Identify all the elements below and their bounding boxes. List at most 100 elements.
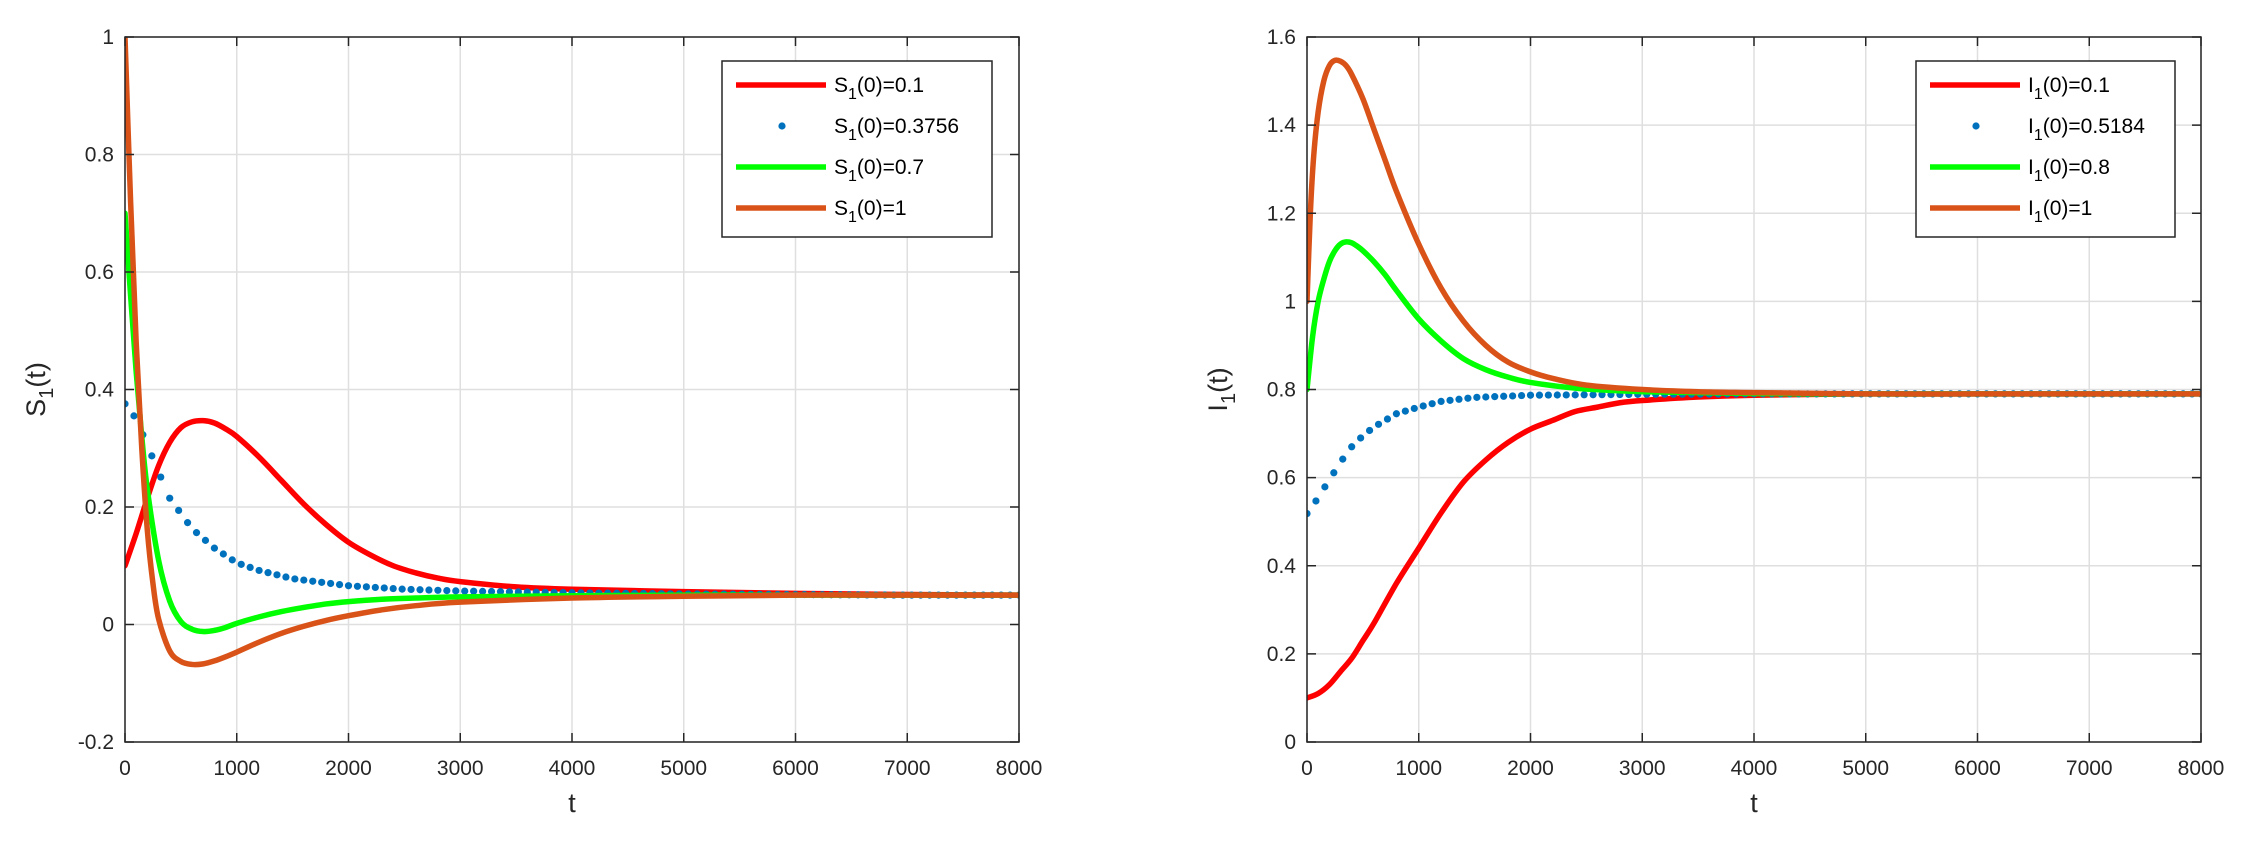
data-point	[1482, 393, 1489, 400]
data-point	[1554, 391, 1561, 398]
y-tick-label: 1.2	[1267, 202, 1296, 225]
data-point	[1464, 395, 1471, 402]
data-point	[327, 580, 334, 587]
data-point	[318, 579, 325, 586]
y-tick-label: 0.2	[85, 496, 114, 519]
data-point	[1500, 393, 1507, 400]
y-tick-label: 1.6	[1267, 26, 1296, 49]
data-point	[184, 519, 191, 526]
x-tick-label: 4000	[1731, 757, 1778, 780]
y-tick-label: 0.8	[1267, 379, 1296, 402]
data-point	[1455, 396, 1462, 403]
x-tick-label: 7000	[2066, 757, 2113, 780]
y-axis-label-sub: 1	[1218, 393, 1240, 404]
data-point	[1581, 391, 1588, 398]
data-point	[1545, 391, 1552, 398]
data-point	[434, 587, 441, 594]
y-tick-label: 0.4	[85, 379, 115, 402]
data-point	[220, 550, 227, 557]
data-point	[1357, 434, 1364, 441]
y-tick-label: 0.6	[1267, 467, 1296, 490]
data-point	[193, 529, 200, 536]
y-axis-label-base: I	[1203, 404, 1233, 412]
y-tick-label: 0.6	[85, 261, 114, 284]
data-point	[300, 576, 307, 583]
x-tick-label: 1000	[1395, 757, 1442, 780]
x-tick-label: 0	[1301, 757, 1313, 780]
data-point	[273, 571, 280, 578]
data-point	[229, 556, 236, 563]
data-point	[452, 587, 459, 594]
data-point	[264, 569, 271, 576]
x-tick-label: 6000	[772, 757, 819, 780]
legend-marker-dot	[778, 122, 785, 129]
x-tick-label: 2000	[325, 757, 372, 780]
data-point	[1402, 407, 1409, 414]
data-point	[175, 507, 182, 514]
data-point	[1366, 427, 1373, 434]
data-point	[1509, 392, 1516, 399]
data-point	[461, 587, 468, 594]
y-axis-label-suffix: (t)	[1203, 367, 1233, 392]
x-tick-label: 3000	[437, 757, 484, 780]
data-point	[211, 545, 218, 552]
x-tick-label: 4000	[549, 757, 596, 780]
data-point	[354, 583, 361, 590]
data-point	[470, 588, 477, 595]
data-point	[443, 587, 450, 594]
data-point	[247, 564, 254, 571]
data-point	[372, 584, 379, 591]
x-tick-label: 8000	[2178, 757, 2225, 780]
data-point	[1446, 397, 1453, 404]
y-tick-label: -0.2	[78, 731, 114, 754]
y-axis-label-base: S	[21, 399, 51, 417]
data-point	[1572, 391, 1579, 398]
x-axis-label: t	[1750, 788, 1758, 818]
data-point	[1438, 398, 1445, 405]
x-tick-label: 2000	[1507, 757, 1554, 780]
data-point	[425, 586, 432, 593]
data-point	[1473, 394, 1480, 401]
y-tick-label: 1	[1284, 290, 1296, 313]
data-point	[1348, 443, 1355, 450]
data-point	[407, 586, 414, 593]
data-point	[1411, 405, 1418, 412]
data-point	[363, 583, 370, 590]
data-point	[416, 586, 423, 593]
data-point	[166, 495, 173, 502]
y-axis-label-suffix: (t)	[21, 362, 51, 387]
x-tick-label: 1000	[213, 757, 260, 780]
data-point	[399, 586, 406, 593]
y-tick-label: 0.8	[85, 144, 114, 167]
x-tick-label: 3000	[1619, 757, 1666, 780]
x-tick-label: 8000	[996, 757, 1043, 780]
data-point	[1518, 392, 1525, 399]
data-point	[157, 473, 164, 480]
data-point	[1393, 410, 1400, 417]
data-point	[282, 573, 289, 580]
data-point	[336, 581, 343, 588]
data-point	[1375, 421, 1382, 428]
legend: S1(0)=0.1S1(0)=0.3756S1(0)=0.7S1(0)=1	[722, 61, 992, 237]
data-point	[1420, 402, 1427, 409]
chart-i1: 0 1000 2000 3000 4000 5000 6000 7000 8000 0 0.2 0.4…	[1203, 26, 2224, 818]
x-tick-label: 0	[119, 757, 131, 780]
data-point	[1384, 415, 1391, 422]
data-point	[1429, 400, 1436, 407]
x-tick-label: 7000	[884, 757, 931, 780]
y-axis-label-sub: 1	[36, 388, 58, 399]
data-point	[381, 584, 388, 591]
data-point	[309, 578, 316, 585]
legend-marker-dot	[1972, 122, 1979, 129]
data-point	[1312, 497, 1319, 504]
y-tick-label: 0	[102, 614, 114, 637]
data-point	[1527, 392, 1534, 399]
data-point	[1491, 393, 1498, 400]
legend: I1(0)=0.1I1(0)=0.5184I1(0)=0.8I1(0)=1	[1916, 61, 2175, 237]
data-point	[1563, 391, 1570, 398]
data-point	[202, 537, 209, 544]
y-tick-label: 1	[102, 26, 114, 49]
y-tick-label: 1.4	[1267, 114, 1297, 137]
chart-s1: 0 1000 2000 3000 4000 5000 6000 7000 8000-0.200.…	[21, 26, 1042, 818]
figure: 0 1000 2000 3000 4000 5000 6000 7000 8000-0.200.…	[0, 0, 2243, 843]
